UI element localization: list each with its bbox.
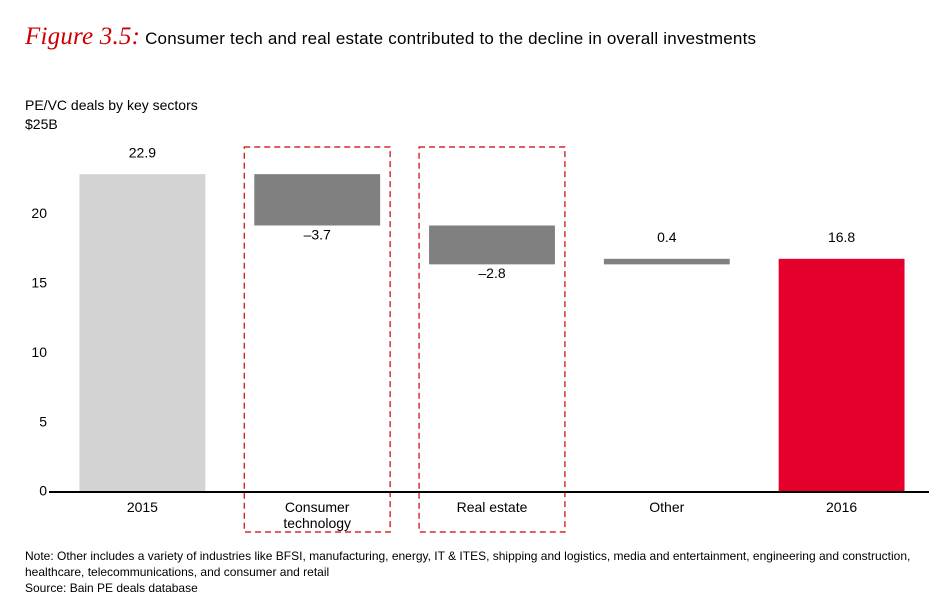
highlight-box [419, 147, 565, 532]
bar-value-label: 16.8 [828, 229, 855, 245]
subtitle-line-1: PE/VC deals by key sectors [25, 96, 925, 115]
bar-consumer-technology [254, 174, 380, 225]
bar-value-label: 22.9 [129, 144, 156, 160]
y-tick-label: 5 [39, 413, 47, 429]
y-tick-label: 0 [39, 482, 47, 498]
y-tick-label: 20 [31, 205, 47, 221]
chart-subtitle: PE/VC deals by key sectors $25B [25, 96, 925, 134]
waterfall-chart: 0 5 10 15 20 22.9 –3.7 –2.8 0.4 16.8 2015 Consumert… [25, 140, 931, 540]
bar-2015 [79, 174, 205, 492]
figure-footnotes: Note: Other includes a variety of indust… [25, 548, 925, 597]
x-tick-label: technology [283, 515, 351, 531]
x-tick-label: Real estate [457, 499, 528, 515]
figure-title-line: Figure 3.5: Consumer tech and real estat… [25, 20, 925, 54]
x-tick-label: 2016 [826, 499, 857, 515]
figure-title: Consumer tech and real estate contribute… [145, 29, 756, 48]
bar-value-label: 0.4 [657, 229, 677, 245]
figure-label: Figure 3.5: [25, 23, 140, 50]
figure-page: Figure 3.5: Consumer tech and real estat… [0, 0, 950, 611]
x-tick-label: Consumer [285, 499, 350, 515]
bar-2016 [779, 258, 905, 491]
chart-svg: 0 5 10 15 20 22.9 –3.7 –2.8 0.4 16.8 2015 Consumert… [25, 140, 931, 540]
bar-value-label: –2.8 [478, 265, 505, 281]
x-tick-label: Other [649, 499, 684, 515]
y-tick-label: 15 [31, 274, 47, 290]
bar-value-label: –3.7 [304, 226, 331, 242]
y-tick-label: 10 [31, 343, 47, 359]
note-text: Note: Other includes a variety of indust… [25, 548, 925, 580]
bar-other [604, 258, 730, 264]
source-text: Source: Bain PE deals database [25, 580, 925, 596]
subtitle-line-2: $25B [25, 115, 925, 134]
bar-real-estate [429, 225, 555, 264]
x-tick-label: 2015 [127, 499, 158, 515]
